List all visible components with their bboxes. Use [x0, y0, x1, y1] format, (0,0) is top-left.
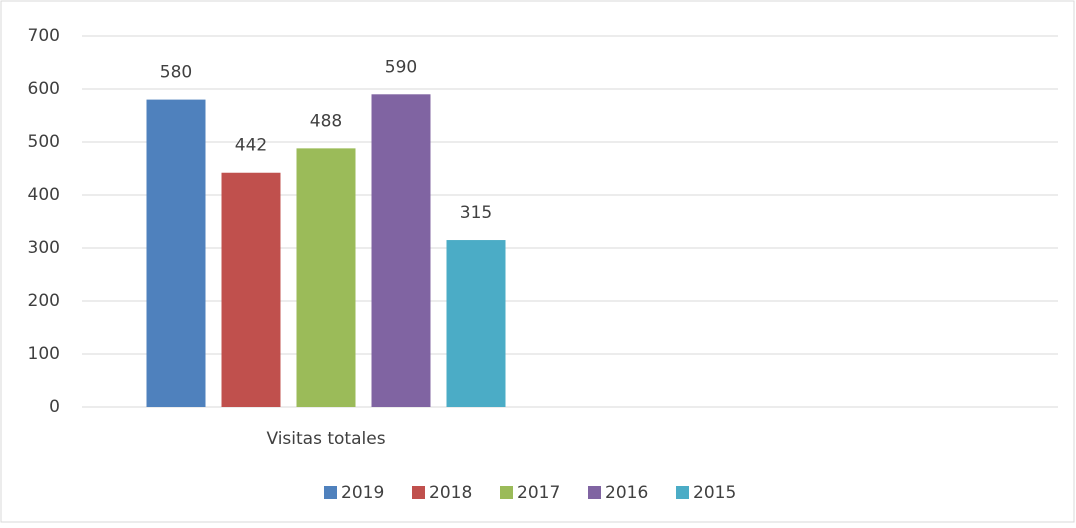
legend-label: 2015 [693, 483, 736, 503]
y-tick-label: 500 [28, 132, 60, 152]
bar [146, 99, 206, 407]
y-tick-label: 200 [28, 291, 60, 311]
legend-swatch [588, 486, 601, 499]
data-label: 590 [385, 57, 417, 77]
legend-label: 2017 [517, 483, 560, 503]
y-tick-label: 0 [49, 397, 60, 417]
bar [296, 148, 356, 408]
y-tick-label: 300 [28, 238, 60, 258]
data-label: 580 [160, 63, 192, 83]
data-label: 488 [310, 111, 342, 131]
data-label: 315 [460, 203, 492, 223]
y-tick-label: 400 [28, 185, 60, 205]
y-tick-label: 100 [28, 344, 60, 364]
y-tick-label: 700 [28, 26, 60, 46]
legend-swatch [500, 486, 513, 499]
bar [371, 94, 431, 408]
y-tick-label: 600 [28, 79, 60, 99]
legend-label: 2018 [429, 483, 472, 503]
bar [221, 172, 281, 407]
x-tick-label: Visitas totales [266, 429, 385, 449]
legend-label: 2016 [605, 483, 648, 503]
legend-label: 2019 [341, 483, 384, 503]
legend-swatch [676, 486, 689, 499]
data-label: 442 [235, 136, 267, 156]
legend-swatch [412, 486, 425, 499]
legend-swatch [324, 486, 337, 499]
bar [446, 240, 506, 407]
